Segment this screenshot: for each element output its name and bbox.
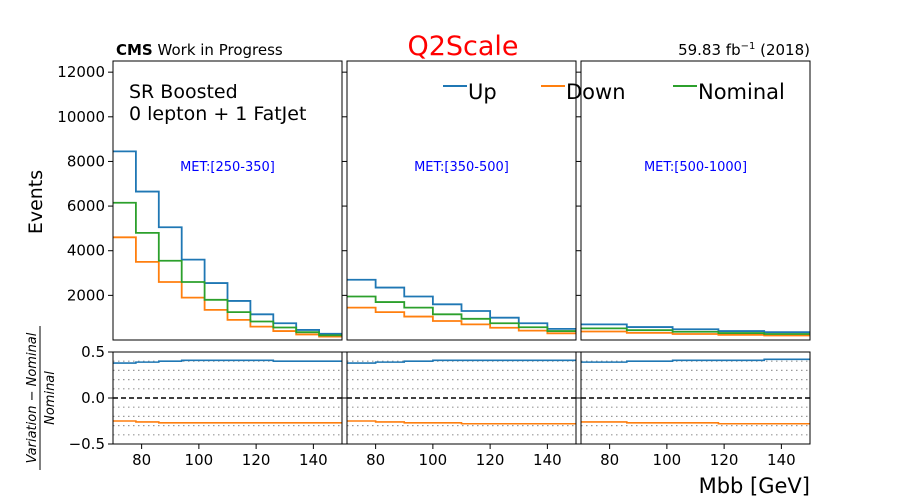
legend-label-down: Down (566, 80, 626, 104)
ratio-down-step (347, 420, 576, 425)
series-nominal-step (113, 201, 342, 337)
y-tick-label: 12000 (57, 63, 105, 81)
lumi-label: 59.83 fb−1 (2018) (678, 41, 810, 59)
panel-met-label: MET:[350-500] (414, 160, 509, 175)
series-nominal-step (581, 327, 810, 335)
legend: Up Down Nominal (443, 80, 785, 104)
y-axis-title: Events (25, 170, 47, 234)
x-axis-title: Mbb [GeV] (699, 474, 810, 498)
series-up-step (347, 278, 576, 330)
y-tick-label: 6000 (67, 197, 105, 215)
x-tick-label: 100 (419, 451, 448, 469)
lumi-year: (2018) (755, 41, 810, 59)
y-tick-label: 8000 (67, 152, 105, 170)
series-down-step (113, 236, 342, 338)
legend-label-up: Up (468, 80, 497, 104)
ratio-down-step (581, 421, 810, 425)
x-tick-label: 140 (533, 451, 562, 469)
series-down-step (581, 330, 810, 337)
lumi-exponent: −1 (741, 41, 756, 52)
x-tick-label: 80 (132, 451, 151, 469)
ratio-axis-numerator: Variation − Nominal (25, 332, 40, 463)
series-down-step (347, 306, 576, 335)
x-tick-label: 120 (710, 451, 739, 469)
y-tick-label: 10000 (57, 108, 105, 126)
panels-group: MET:[250-350] 2000 4000 6000 8000 10000 12000 −… (57, 60, 811, 469)
panel-met-label: MET:[250-350] (180, 160, 275, 175)
x-tick-label: 80 (366, 451, 385, 469)
panel-met-label: MET:[500-1000] (644, 160, 747, 175)
x-tick-label: 140 (299, 451, 328, 469)
lumi-value: 59.83 fb (678, 41, 741, 59)
series-nominal-step (347, 295, 576, 332)
main-panel-frame (346, 60, 577, 341)
ratio-axis-title: Variation − Nominal Nominal (25, 326, 58, 470)
main-panel-frame (580, 60, 811, 341)
x-tick-label: 140 (767, 451, 796, 469)
ratio-y-tick-label: 0.5 (81, 343, 105, 361)
ratio-y-tick-label: 0.0 (81, 389, 105, 407)
x-tick-label: 100 (653, 451, 682, 469)
ratio-up-step (113, 359, 342, 364)
region-annotation: SR Boosted (129, 81, 238, 103)
y-tick-label: 2000 (67, 286, 105, 304)
y-tick-label: 4000 (67, 242, 105, 260)
x-tick-label: 80 (600, 451, 619, 469)
cms-rest: Work in Progress (153, 41, 283, 59)
ratio-up-step (347, 359, 576, 364)
x-tick-label: 120 (242, 451, 271, 469)
ratio-up-step (581, 358, 810, 363)
chart-title: Q2Scale (407, 31, 518, 62)
ratio-y-tick-label: −0.5 (69, 435, 105, 453)
series-up-step (581, 323, 810, 334)
cms-label: CMS Work in Progress (116, 41, 283, 59)
x-tick-label: 100 (185, 451, 214, 469)
main-panel-frame (112, 60, 343, 341)
legend-label-nominal: Nominal (698, 80, 785, 104)
selection-annotation: 0 lepton + 1 FatJet (129, 103, 306, 125)
ratio-axis-denominator: Nominal (43, 371, 58, 425)
cms-bold: CMS (116, 41, 153, 59)
ratio-down-step (113, 420, 342, 424)
x-tick-label: 120 (476, 451, 505, 469)
